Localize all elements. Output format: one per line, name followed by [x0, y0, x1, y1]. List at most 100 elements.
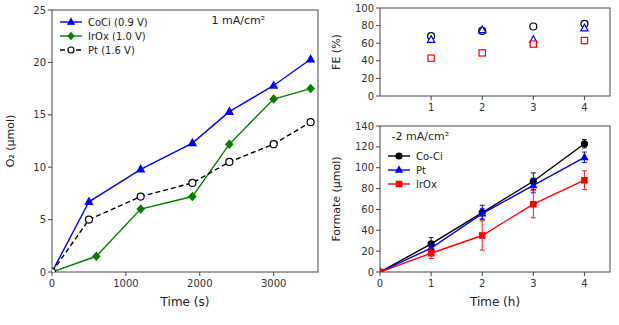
error-bar — [582, 140, 587, 148]
legend-marker — [68, 19, 74, 25]
x-tick — [125, 272, 126, 276]
error-bar — [531, 191, 536, 218]
y-tick-label: 0 — [368, 267, 374, 278]
data-point — [226, 140, 233, 148]
y-tick — [48, 219, 52, 220]
y-tick-label: 100 — [355, 3, 374, 14]
error-bar — [531, 173, 536, 190]
y-tick — [48, 10, 52, 11]
x-tick — [584, 96, 585, 100]
y-tick — [376, 209, 380, 210]
y-tick-label: 0 — [368, 91, 374, 102]
x-tick — [380, 272, 381, 276]
y-tick-label: 60 — [361, 204, 374, 215]
plot-area — [380, 140, 588, 272]
y-tick — [48, 62, 52, 63]
x-tick-label: 3 — [530, 102, 536, 113]
y-tick — [376, 146, 380, 147]
data-point — [270, 95, 277, 103]
data-point — [427, 36, 434, 43]
series-line — [380, 157, 584, 272]
series — [428, 20, 588, 39]
error-bar — [429, 248, 434, 258]
legend-marker — [396, 167, 402, 173]
x-tick-label: 1000 — [113, 278, 138, 289]
error-bar — [480, 205, 485, 220]
y-tick — [376, 251, 380, 252]
x-tick — [273, 272, 274, 276]
data-point — [581, 24, 588, 31]
data-point — [226, 108, 233, 115]
y-tick-label: 140 — [355, 121, 374, 132]
legend-marker — [396, 153, 402, 159]
data-point — [307, 119, 314, 126]
data-point — [226, 158, 233, 165]
y-tick — [376, 96, 380, 97]
data-point — [380, 269, 383, 272]
y-tick — [376, 188, 380, 189]
y-tick-label: 5 — [40, 214, 46, 225]
series-line — [52, 89, 311, 272]
x-tick-label: 0 — [49, 278, 55, 289]
series — [380, 140, 587, 272]
data-point — [428, 55, 434, 61]
y-tick-label: 80 — [361, 183, 374, 194]
y-tick — [376, 43, 380, 44]
chart: 01234020406080100120140Time (h)Formate (… — [330, 121, 610, 310]
data-point — [480, 233, 485, 238]
plot-frame — [380, 8, 610, 96]
y-tick-label: 20 — [361, 73, 374, 84]
y-tick-label: 60 — [361, 38, 374, 49]
x-tick-label: 4 — [581, 102, 587, 113]
data-point — [189, 179, 196, 186]
y-tick-label: 20 — [33, 57, 46, 68]
y-tick — [48, 167, 52, 168]
y-tick-label: 40 — [361, 225, 374, 236]
series — [428, 37, 588, 61]
x-tick-label: 1 — [428, 278, 434, 289]
x-axis-label: Time (h) — [469, 295, 520, 309]
legend-label: IrOx (1.0 V) — [88, 31, 146, 42]
annotation: 1 mA/cm² — [212, 14, 266, 27]
data-point — [479, 26, 486, 33]
y-tick-label: 25 — [33, 5, 46, 16]
x-tick-label: 3000 — [261, 278, 286, 289]
chart: 01000200030000510152025Time (s)O₂ (μmol)… — [4, 5, 318, 310]
error-bar — [480, 221, 485, 250]
data-point — [52, 269, 56, 273]
plot-area — [52, 55, 314, 272]
series — [52, 85, 314, 272]
x-tick-label: 4 — [581, 278, 587, 289]
data-point — [93, 252, 100, 260]
x-tick — [431, 96, 432, 100]
legend-marker — [68, 47, 74, 53]
x-tick-label: 2 — [479, 278, 485, 289]
plot-area — [427, 20, 588, 61]
data-point — [307, 55, 314, 62]
y-tick — [376, 272, 380, 273]
data-point — [85, 198, 92, 205]
y-tick — [376, 78, 380, 79]
y-tick — [48, 272, 52, 273]
y-tick — [376, 25, 380, 26]
data-point — [479, 50, 485, 56]
x-tick-label: 2 — [479, 102, 485, 113]
x-tick-label: 1 — [428, 102, 434, 113]
y-tick-label: 10 — [33, 162, 46, 173]
y-axis-label: FE (%) — [330, 34, 343, 70]
y-tick-label: 80 — [361, 20, 374, 31]
x-axis-label: Time (s) — [160, 295, 210, 309]
x-tick-label: 0 — [377, 278, 383, 289]
legend-label: Co-Ci — [416, 151, 443, 162]
series — [380, 152, 588, 272]
y-tick-label: 20 — [361, 246, 374, 257]
legend: CoCi (0.9 V)IrOx (1.0 V)Pt (1.6 V) — [60, 17, 148, 56]
y-tick-label: 100 — [355, 162, 374, 173]
series-line — [380, 144, 584, 272]
x-tick — [482, 272, 483, 276]
data-point — [380, 269, 383, 272]
legend-label: Pt — [416, 165, 426, 176]
data-point — [270, 81, 277, 88]
legend-label: Pt (1.6 V) — [88, 45, 135, 56]
y-tick — [48, 114, 52, 115]
